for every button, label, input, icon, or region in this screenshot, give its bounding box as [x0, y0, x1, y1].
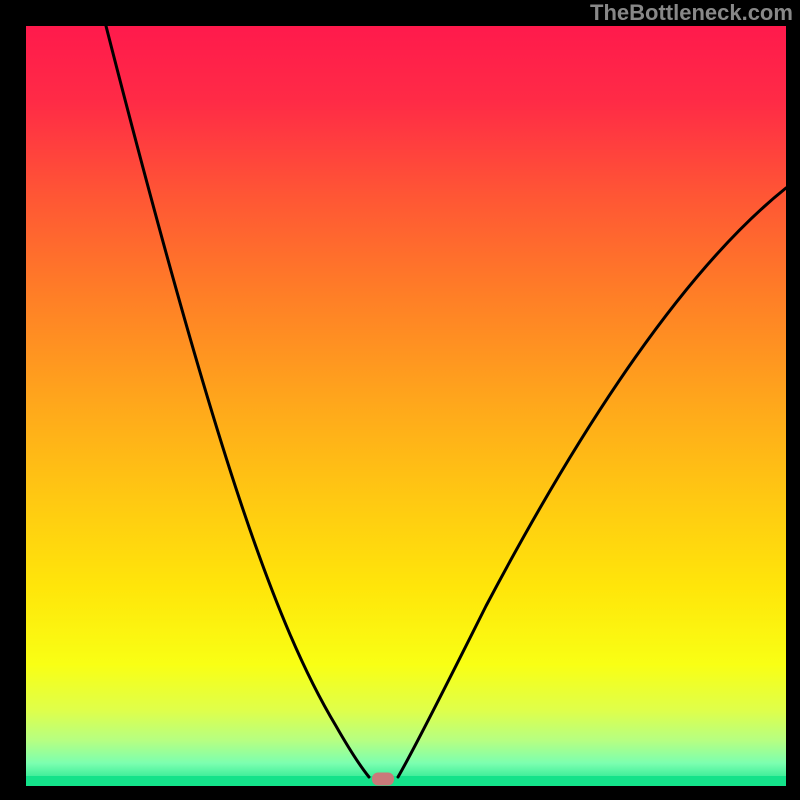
- optimal-point-marker: [372, 773, 394, 786]
- frame-bottom: [0, 786, 800, 800]
- bottleneck-chart: [26, 26, 786, 786]
- gradient-background: [26, 26, 786, 786]
- green-baseline-bar: [26, 776, 786, 786]
- watermark-text: TheBottleneck.com: [590, 0, 793, 26]
- frame-left: [0, 0, 26, 800]
- frame-right: [786, 0, 800, 800]
